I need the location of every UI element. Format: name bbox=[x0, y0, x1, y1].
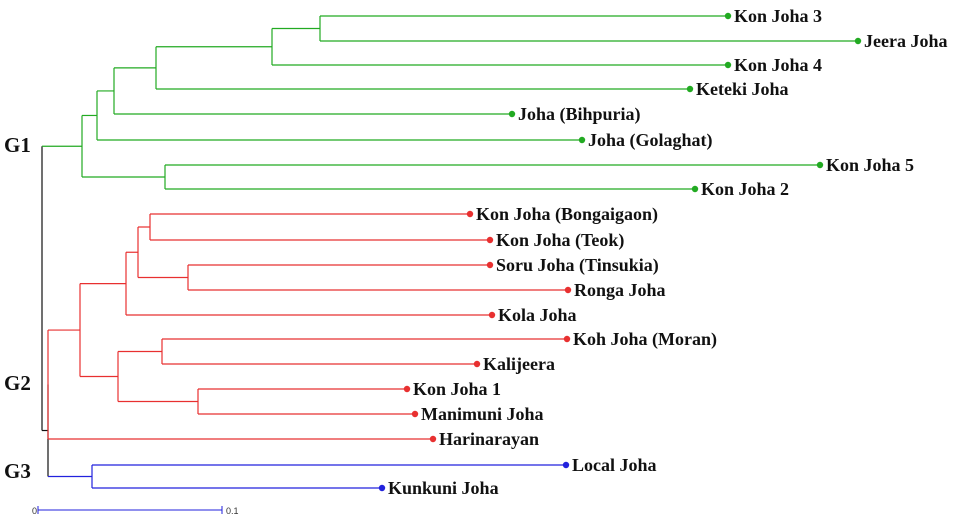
scale-bar-start-label: 0 bbox=[32, 506, 37, 516]
leaf-nodes: Kon Joha 3 Jeera Joha Kon Joha 4 Keteki Joh… bbox=[378, 6, 947, 498]
leaf-dot-joha-golaghat bbox=[578, 136, 586, 144]
group-label-g2: G2 bbox=[4, 371, 31, 395]
leaf-dot-local-joha bbox=[562, 461, 570, 469]
leaf-label-kalijeera: Kalijeera bbox=[483, 354, 555, 374]
leaf-dot-kon-joha-3 bbox=[724, 12, 732, 20]
leaf-label-joha-golaghat: Joha (Golaghat) bbox=[588, 130, 713, 151]
leaf-dot-manimuni-joha bbox=[411, 410, 419, 418]
leaf-label-kon-joha-2: Kon Joha 2 bbox=[701, 179, 789, 199]
leaf-label-harinarayan: Harinarayan bbox=[439, 429, 539, 449]
leaf-label-ronga-joha: Ronga Joha bbox=[574, 280, 666, 300]
leaf-dot-kon-joha-1 bbox=[403, 385, 411, 393]
leaf-label-keteki-joha: Keteki Joha bbox=[696, 79, 789, 99]
leaf-label-kunkuni-joha: Kunkuni Joha bbox=[388, 478, 499, 498]
leaf-dot-kon-joha-2 bbox=[691, 185, 699, 193]
leaf-dot-kon-joha-5 bbox=[816, 161, 824, 169]
scale-bar-end-label: 0.1 bbox=[226, 506, 239, 516]
leaf-label-local-joha: Local Joha bbox=[572, 455, 657, 475]
tree-edges bbox=[41, 15, 858, 489]
leaf-label-kon-joha-3: Kon Joha 3 bbox=[734, 6, 822, 26]
leaf-label-kon-joha-4: Kon Joha 4 bbox=[734, 55, 822, 75]
leaf-dot-soru-joha-tinsukia bbox=[486, 261, 494, 269]
leaf-label-kon-joha-bongaigaon: Kon Joha (Bongaigaon) bbox=[476, 204, 658, 225]
leaf-label-manimuni-joha: Manimuni Joha bbox=[421, 404, 544, 424]
leaf-label-jeera-joha: Jeera Joha bbox=[864, 31, 947, 51]
leaf-dot-harinarayan bbox=[429, 435, 437, 443]
leaf-dot-joha-bihpuria bbox=[508, 110, 516, 118]
group-label-g3: G3 bbox=[4, 459, 31, 483]
scale-bar: 0 0.1 bbox=[32, 506, 239, 516]
leaf-label-kon-joha-5: Kon Joha 5 bbox=[826, 155, 914, 175]
leaf-dot-kunkuni-joha bbox=[378, 484, 386, 492]
leaf-dot-jeera-joha bbox=[854, 37, 862, 45]
group-label-g1: G1 bbox=[4, 133, 31, 157]
leaf-dot-kalijeera bbox=[473, 360, 481, 368]
leaf-label-soru-joha-tinsukia: Soru Joha (Tinsukia) bbox=[496, 255, 659, 276]
leaf-label-kon-joha-teok: Kon Joha (Teok) bbox=[496, 230, 624, 251]
leaf-label-joha-bihpuria: Joha (Bihpuria) bbox=[518, 104, 641, 125]
leaf-label-koh-joha-moran: Koh Joha (Moran) bbox=[573, 329, 717, 350]
leaf-label-kola-joha: Kola Joha bbox=[498, 305, 577, 325]
leaf-dot-kon-joha-4 bbox=[724, 61, 732, 69]
leaf-dot-keteki-joha bbox=[686, 85, 694, 93]
leaf-dot-koh-joha-moran bbox=[563, 335, 571, 343]
leaf-label-kon-joha-1: Kon Joha 1 bbox=[413, 379, 501, 399]
leaf-dot-kola-joha bbox=[488, 311, 496, 319]
leaf-dot-kon-joha-bongaigaon bbox=[466, 210, 474, 218]
leaf-dot-ronga-joha bbox=[564, 286, 572, 294]
leaf-dot-kon-joha-teok bbox=[486, 236, 494, 244]
